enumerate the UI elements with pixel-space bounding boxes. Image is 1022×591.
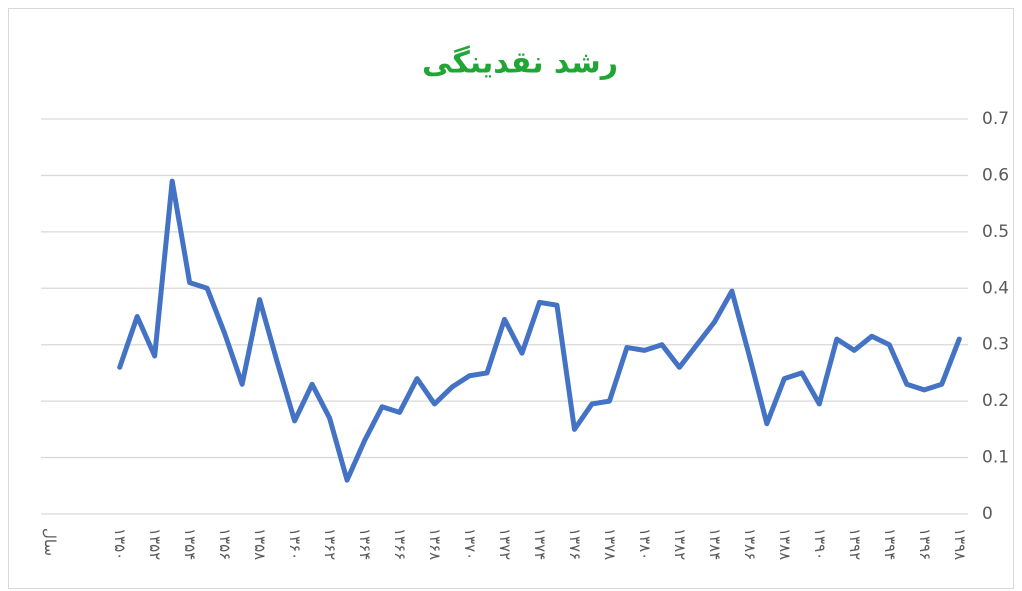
x-tick-label: ۱۳۸۴: [706, 528, 724, 560]
x-tick-label: ۱۳۷۴: [531, 528, 549, 560]
y-tick-label: 0.4: [982, 278, 1009, 298]
x-tick-label: ۱۳۵۶: [216, 528, 234, 560]
x-tick-label: ۱۳۸۰: [636, 528, 654, 560]
x-tick-label: ۱۳۹۰: [811, 528, 829, 560]
x-tick-label: ۱۳۷۰: [461, 528, 479, 560]
x-tick-label: ۱۳۶۰: [286, 528, 304, 560]
x-tick-label: ۱۳۶۸: [426, 528, 444, 560]
y-tick-label: 0.5: [982, 222, 1009, 242]
x-tick-label: ۱۳۸۶: [741, 528, 759, 560]
x-tick-label: ۱۳۶۴: [356, 528, 374, 560]
y-tick-label: 0.1: [982, 448, 1009, 468]
x-tick-label: ۱۳۷۶: [566, 528, 584, 560]
y-tick-label: 0.6: [982, 165, 1009, 185]
x-tick-label: سال: [41, 528, 59, 556]
line-series: [117, 178, 962, 483]
x-tick-label: ۱۳۷۲: [496, 528, 514, 560]
chart-title: رشد نقدینگی: [422, 45, 618, 81]
x-tick-label: ۱۳۸۲: [671, 528, 689, 560]
chart-border: [8, 8, 1014, 589]
y-tick-label: 0.3: [982, 335, 1009, 355]
x-tick-label: ۱۳۹۲: [846, 528, 864, 560]
x-tick-label: ۱۳۷۸: [601, 528, 619, 560]
y-tick-label: 0.7: [982, 109, 1009, 129]
x-tick-label: ۱۳۵۲: [146, 528, 164, 560]
y-tick-label: 0: [982, 504, 993, 524]
x-tick-label: ۱۳۵۴: [181, 528, 199, 560]
x-tick-label: ۱۳۹۶: [916, 528, 934, 560]
y-tick-label: 0.2: [982, 391, 1009, 411]
x-tick-label: ۱۳۶۶: [391, 528, 409, 560]
x-tick-label: ۱۳۸۸: [776, 528, 794, 560]
x-tick-label: ۱۳۹۸: [951, 528, 969, 560]
x-tick-label: ۱۳۹۴: [881, 528, 899, 560]
x-tick-label: ۱۳۶۲: [321, 528, 339, 560]
x-tick-label: ۱۳۵۸: [251, 528, 269, 560]
x-tick-label: ۱۳۵۰: [111, 528, 129, 560]
